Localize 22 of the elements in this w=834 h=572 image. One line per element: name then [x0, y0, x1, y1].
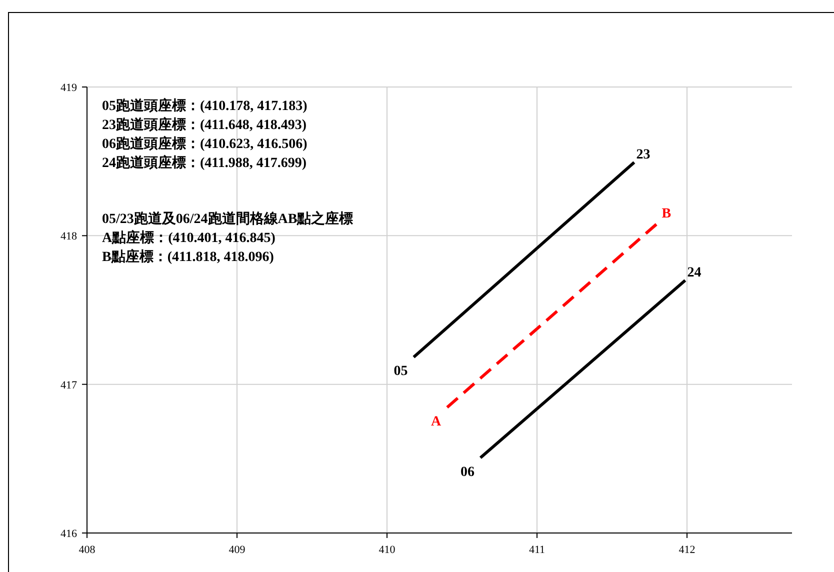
- annotation: B: [662, 206, 672, 222]
- annotation: 05/23跑道及06/24跑道間格線AB點之座標: [102, 210, 354, 227]
- x-tick-label: 410: [378, 544, 396, 556]
- y-tick-label: 417: [60, 379, 78, 392]
- x-tick-label: 411: [528, 544, 546, 556]
- annotation: 05: [394, 364, 408, 380]
- annotation: 24: [687, 265, 702, 280]
- x-tick-label: 408: [78, 544, 96, 556]
- annotation: 23跑道頭座標：(411.648, 418.493): [102, 116, 307, 133]
- annotation: 23: [636, 147, 650, 162]
- annotation: 06: [460, 464, 474, 480]
- annotation: A點座標：(410.401, 416.845): [102, 229, 276, 246]
- x-tick-label: 412: [678, 544, 696, 556]
- annotation: B點座標：(411.818, 418.096): [102, 248, 274, 265]
- x-tick-label: 409: [228, 544, 246, 556]
- y-tick-label: 418: [60, 230, 78, 243]
- annotation: 06跑道頭座標：(410.623, 416.506): [102, 135, 308, 152]
- y-tick-label: 419: [60, 82, 78, 94]
- annotation: 24跑道頭座標：(411.988, 417.699): [102, 154, 307, 171]
- annotation: 05跑道頭座標：(410.178, 417.183): [102, 97, 308, 114]
- annotation: A: [431, 414, 442, 430]
- y-tick-label: 416: [60, 528, 78, 540]
